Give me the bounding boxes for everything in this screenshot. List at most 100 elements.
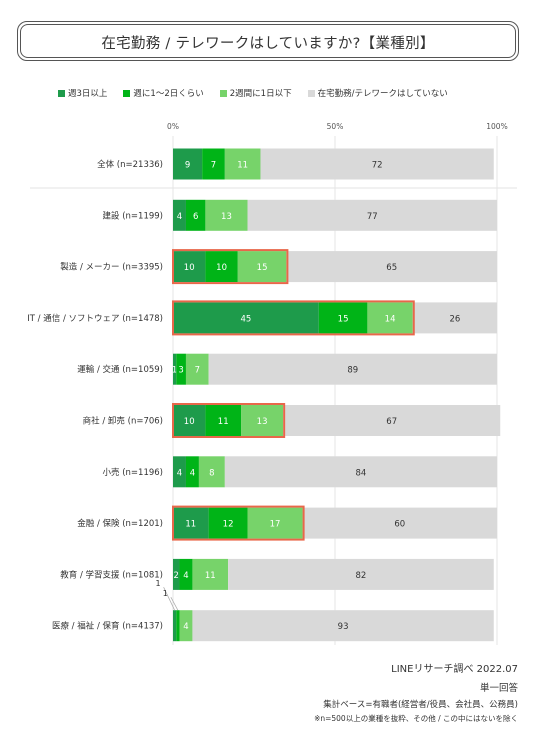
bar-segment bbox=[179, 610, 193, 642]
data-label: 11 bbox=[205, 571, 216, 581]
data-label: 2 bbox=[174, 571, 179, 581]
data-label: 6 bbox=[193, 212, 198, 222]
bar-segment bbox=[173, 507, 209, 539]
legend-label: 2週間に1日以下 bbox=[229, 89, 292, 99]
legend-swatch bbox=[219, 89, 227, 97]
legend-item: 週3日以上 bbox=[58, 87, 107, 99]
bar-segment bbox=[185, 199, 206, 231]
category-label: 医療 / 福祉 / 保育 (n=4137) bbox=[52, 621, 163, 632]
highlight-box bbox=[172, 249, 289, 285]
category-label: 建設 (n=1199) bbox=[103, 210, 163, 221]
data-label: 3 bbox=[178, 366, 183, 376]
bar-segment bbox=[302, 507, 497, 539]
legend-label: 週に1〜2日くらい bbox=[133, 89, 204, 99]
bar-segment bbox=[185, 456, 199, 488]
bar-segment bbox=[173, 353, 177, 385]
data-label: 13 bbox=[257, 417, 268, 427]
legend-item: 2週間に1日以下 bbox=[219, 87, 292, 99]
bar-segment bbox=[173, 558, 180, 590]
data-label: 26 bbox=[449, 314, 460, 324]
data-label: 4 bbox=[177, 468, 182, 478]
bar-segment bbox=[205, 199, 248, 231]
data-label: 11 bbox=[185, 520, 196, 530]
footer-base: 集計ベース=有職者(経営者/役員、会社員、公務員) bbox=[323, 700, 518, 710]
callout-leader-line bbox=[163, 587, 175, 611]
category-label: 製造 / メーカー (n=3395) bbox=[60, 262, 163, 273]
highlight-box bbox=[172, 300, 415, 336]
data-label: 17 bbox=[270, 520, 281, 530]
title-box: 在宅勤務 / テレワークはしていますか?【業種別】 bbox=[17, 21, 519, 61]
footer-note: ※n=500以上の業種を抜粋、その他 / この中にはないを除く bbox=[314, 714, 518, 723]
data-label: 82 bbox=[356, 571, 367, 581]
legend-item: 在宅勤務/テレワークはしていない bbox=[307, 87, 448, 99]
data-label: 15 bbox=[257, 263, 268, 273]
category-label: 商社 / 卸売 (n=706) bbox=[83, 416, 163, 427]
legend-swatch bbox=[58, 89, 65, 97]
legend: 週3日以上 週に1〜2日くらい 2週間に1日以下 在宅勤務/テレワークはしていな… bbox=[58, 87, 448, 99]
bar-segment bbox=[192, 558, 229, 590]
highlight-box bbox=[172, 403, 286, 438]
bar-segment bbox=[286, 251, 497, 283]
bar-segment bbox=[224, 148, 261, 180]
bar-segment bbox=[205, 251, 238, 283]
bar-segment bbox=[176, 610, 180, 642]
data-label: 11 bbox=[218, 417, 229, 427]
highlight-box bbox=[172, 505, 305, 541]
data-label: 72 bbox=[372, 161, 383, 171]
legend-item: 週に1〜2日くらい bbox=[123, 87, 204, 99]
data-label: 1 bbox=[172, 366, 177, 376]
bar-segment bbox=[173, 199, 186, 231]
bar-segment bbox=[412, 302, 497, 334]
x-tick-label: 50% bbox=[327, 122, 344, 131]
category-label: 小売 (n=1196) bbox=[103, 467, 163, 478]
data-label: 60 bbox=[394, 520, 405, 530]
bar-segment bbox=[260, 148, 494, 180]
data-label: 7 bbox=[211, 161, 216, 171]
bar-segment bbox=[179, 558, 193, 590]
bar-segment bbox=[176, 353, 186, 385]
bar-segment bbox=[192, 610, 494, 642]
data-label: 77 bbox=[367, 212, 378, 222]
data-label: 11 bbox=[237, 161, 248, 171]
bar-segment bbox=[283, 405, 501, 436]
x-tick-label: 0% bbox=[167, 122, 179, 131]
callout-label: 1 bbox=[156, 579, 161, 588]
legend-label: 週3日以上 bbox=[68, 89, 108, 99]
bar-segment bbox=[205, 405, 242, 436]
data-label: 67 bbox=[386, 417, 397, 427]
legend-swatch bbox=[307, 89, 315, 97]
data-label: 14 bbox=[385, 314, 396, 324]
data-label: 8 bbox=[209, 468, 214, 478]
category-label: 全体 (n=21336) bbox=[97, 159, 163, 170]
bar-segment bbox=[173, 251, 206, 283]
legend-label: 在宅勤務/テレワークはしていない bbox=[317, 89, 448, 99]
bar-segment bbox=[247, 507, 303, 539]
bar-segment bbox=[228, 558, 494, 590]
bar-segment bbox=[208, 353, 497, 385]
bar-segment bbox=[237, 251, 287, 283]
data-label: 7 bbox=[195, 366, 200, 376]
bar-segment bbox=[173, 610, 177, 642]
data-label: 84 bbox=[356, 468, 367, 478]
data-label: 15 bbox=[338, 314, 349, 324]
data-label: 13 bbox=[221, 212, 232, 222]
data-label: 4 bbox=[183, 622, 188, 632]
bar-segment bbox=[224, 456, 497, 488]
bar-segment bbox=[202, 148, 225, 180]
data-label: 4 bbox=[177, 212, 182, 222]
data-label: 10 bbox=[184, 263, 195, 273]
bar-segment bbox=[185, 353, 209, 385]
bar-segment bbox=[173, 302, 319, 334]
category-label: 運輸 / 交通 (n=1059) bbox=[77, 364, 163, 375]
bar-segment bbox=[367, 302, 413, 334]
data-label: 89 bbox=[347, 366, 358, 376]
data-label: 12 bbox=[223, 520, 234, 530]
category-label: 金融 / 保険 (n=1201) bbox=[77, 518, 163, 529]
bar-segment bbox=[247, 199, 497, 231]
data-label: 10 bbox=[184, 417, 195, 427]
data-label: 9 bbox=[185, 161, 190, 171]
category-label: IT / 通信 / ソフトウェア (n=1478) bbox=[27, 313, 163, 324]
data-label: 10 bbox=[216, 263, 227, 273]
callout-leader-line bbox=[170, 597, 179, 611]
